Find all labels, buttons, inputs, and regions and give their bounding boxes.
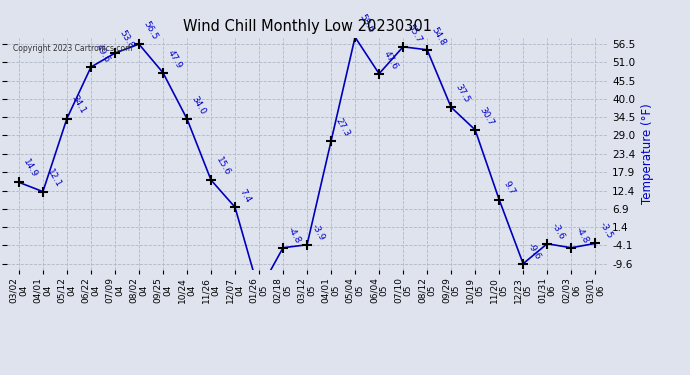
Text: -4.8: -4.8	[286, 225, 302, 245]
Text: 47.9: 47.9	[166, 48, 184, 70]
Text: 15.6: 15.6	[214, 155, 232, 177]
Text: 30.7: 30.7	[478, 105, 496, 127]
Text: Copyright 2023 Cartronics.com: Copyright 2023 Cartronics.com	[13, 45, 132, 54]
Text: 54.8: 54.8	[430, 25, 448, 47]
Text: 27.3: 27.3	[334, 117, 352, 138]
Title: Wind Chill Monthly Low 20230301: Wind Chill Monthly Low 20230301	[183, 18, 431, 33]
Text: 53.8: 53.8	[118, 28, 136, 50]
Text: 47.6: 47.6	[382, 49, 400, 71]
Text: 9.7: 9.7	[502, 180, 517, 197]
Text: -3.9: -3.9	[310, 222, 326, 242]
Text: -17.9: -17.9	[0, 374, 1, 375]
Text: -3.5: -3.5	[598, 221, 615, 241]
Text: -3.6: -3.6	[550, 221, 566, 241]
Text: 55.7: 55.7	[406, 22, 424, 44]
Text: -9.6: -9.6	[526, 241, 542, 261]
Text: 14.9: 14.9	[21, 158, 39, 180]
Y-axis label: Temperature (°F): Temperature (°F)	[641, 104, 654, 204]
Text: -4.8: -4.8	[574, 225, 591, 245]
Text: 58.6: 58.6	[358, 12, 376, 34]
Text: 34.1: 34.1	[70, 94, 88, 116]
Text: 7.4: 7.4	[238, 188, 253, 204]
Text: 34.0: 34.0	[190, 94, 208, 116]
Text: 49.6: 49.6	[94, 42, 112, 64]
Text: 56.5: 56.5	[141, 20, 159, 41]
Text: 37.5: 37.5	[454, 82, 472, 105]
Text: 12.1: 12.1	[46, 167, 63, 189]
